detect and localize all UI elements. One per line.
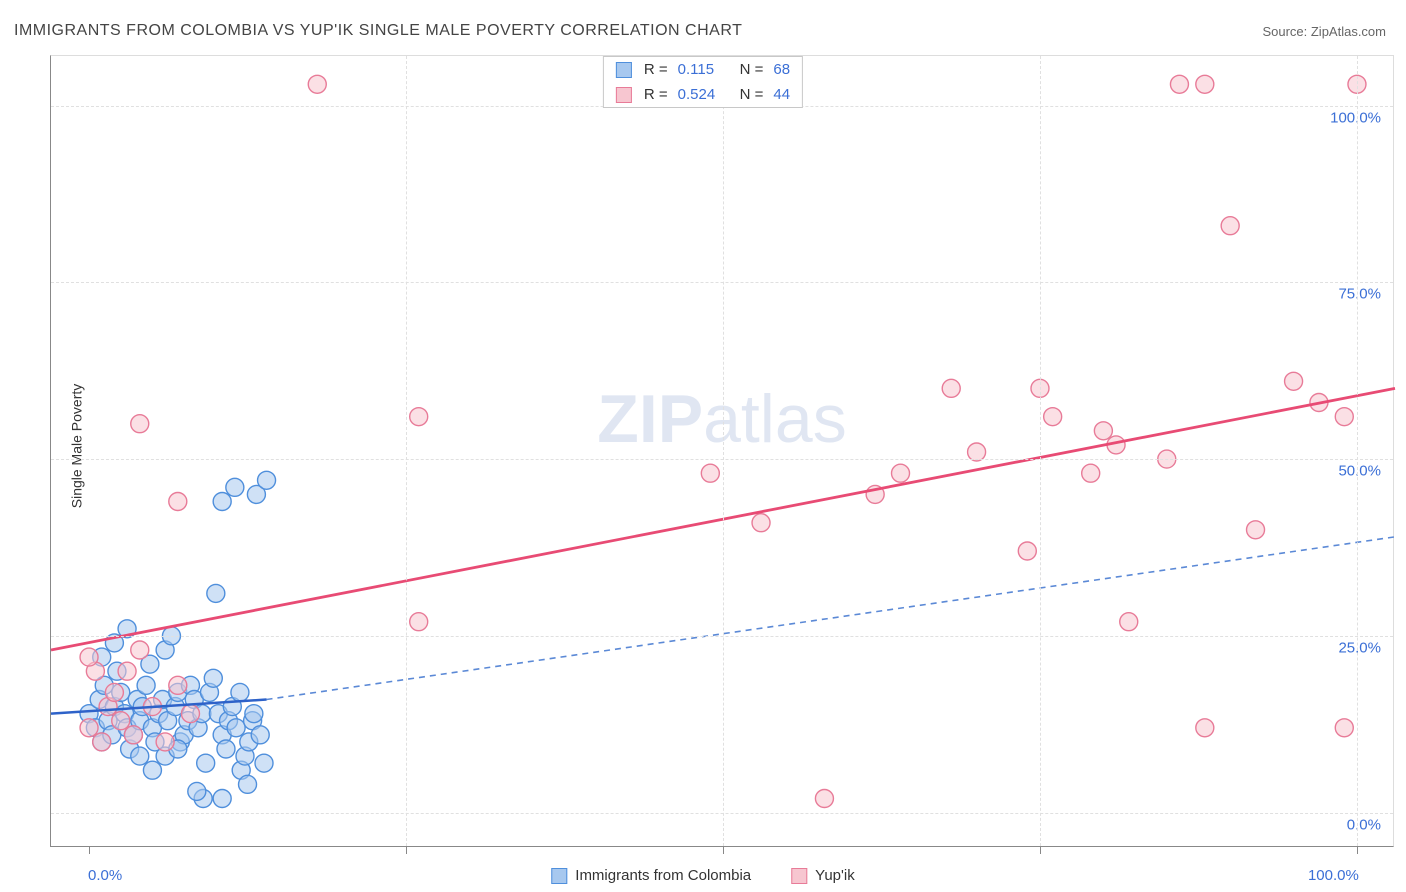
data-point — [245, 705, 263, 723]
gridline-v — [723, 56, 724, 846]
legend-r-value: 0.115 — [678, 61, 728, 78]
legend-n-value: 68 — [773, 61, 790, 78]
data-point — [1094, 422, 1112, 440]
data-point — [231, 683, 249, 701]
data-point — [1044, 408, 1062, 426]
data-point — [892, 464, 910, 482]
data-point — [1120, 613, 1138, 631]
legend-r-label: R = — [644, 61, 668, 78]
gridline-h — [51, 636, 1393, 637]
legend-stats: R = 0.115 N = 68 R = 0.524 N = 44 — [603, 56, 803, 108]
data-point — [1285, 372, 1303, 390]
data-point — [156, 733, 174, 751]
legend-series-item: Immigrants from Colombia — [551, 867, 751, 884]
legend-series-item: Yup'ik — [791, 867, 855, 884]
data-point — [181, 705, 199, 723]
data-point — [1221, 217, 1239, 235]
legend-n-label: N = — [740, 86, 764, 103]
data-point — [1247, 521, 1265, 539]
data-point — [131, 747, 149, 765]
data-point — [112, 712, 130, 730]
legend-swatch — [616, 62, 632, 78]
data-point — [1196, 719, 1214, 737]
y-tick-label: 0.0% — [1347, 816, 1381, 833]
data-point — [752, 514, 770, 532]
data-point — [239, 775, 257, 793]
y-tick-label: 100.0% — [1330, 109, 1381, 126]
data-point — [226, 478, 244, 496]
legend-n-label: N = — [740, 61, 764, 78]
data-point — [258, 471, 276, 489]
data-point — [1335, 408, 1353, 426]
data-point — [80, 719, 98, 737]
data-point — [131, 641, 149, 659]
data-point — [1018, 542, 1036, 560]
data-point — [105, 683, 123, 701]
x-tick — [89, 846, 90, 854]
source-prefix: Source: — [1262, 24, 1310, 39]
plot-area: ZIPatlas 0.0%25.0%50.0%75.0%100.0% — [50, 55, 1394, 847]
legend-series-label: Immigrants from Colombia — [575, 867, 751, 884]
data-point — [169, 676, 187, 694]
legend-stat-row: R = 0.524 N = 44 — [604, 82, 802, 107]
data-point — [80, 648, 98, 666]
data-point — [143, 761, 161, 779]
y-tick-label: 25.0% — [1338, 639, 1381, 656]
data-point — [1170, 75, 1188, 93]
data-point — [255, 754, 273, 772]
data-point — [1082, 464, 1100, 482]
data-point — [207, 584, 225, 602]
data-point — [197, 754, 215, 772]
data-point — [118, 662, 136, 680]
data-point — [188, 782, 206, 800]
data-point — [213, 493, 231, 511]
x-tick — [1357, 846, 1358, 854]
x-tick-label: 0.0% — [88, 867, 122, 884]
chart-title: IMMIGRANTS FROM COLOMBIA VS YUP'IK SINGL… — [14, 22, 742, 40]
x-tick — [723, 846, 724, 854]
legend-swatch — [551, 868, 567, 884]
gridline-v — [1357, 56, 1358, 846]
data-point — [410, 408, 428, 426]
data-point — [169, 493, 187, 511]
data-point — [227, 719, 245, 737]
data-point — [137, 676, 155, 694]
legend-n-value: 44 — [773, 86, 790, 103]
legend-swatch — [791, 868, 807, 884]
data-point — [213, 790, 231, 808]
legend-r-value: 0.524 — [678, 86, 728, 103]
legend-r-label: R = — [644, 86, 668, 103]
data-point — [217, 740, 235, 758]
data-point — [1335, 719, 1353, 737]
legend-swatch — [616, 87, 632, 103]
x-tick-label: 100.0% — [1308, 867, 1359, 884]
source-attribution: Source: ZipAtlas.com — [1262, 24, 1386, 39]
data-point — [815, 790, 833, 808]
x-tick — [406, 846, 407, 854]
data-point — [93, 733, 111, 751]
y-tick-label: 75.0% — [1338, 286, 1381, 303]
data-point — [1196, 75, 1214, 93]
data-point — [204, 669, 222, 687]
legend-series: Immigrants from Colombia Yup'ik — [551, 867, 854, 884]
gridline-h — [51, 813, 1393, 814]
data-point — [942, 379, 960, 397]
source-link[interactable]: ZipAtlas.com — [1311, 24, 1386, 39]
data-point — [124, 726, 142, 744]
plot-svg — [51, 56, 1393, 846]
data-point — [410, 613, 428, 631]
data-point — [701, 464, 719, 482]
gridline-v — [406, 56, 407, 846]
gridline-h — [51, 282, 1393, 283]
legend-stat-row: R = 0.115 N = 68 — [604, 57, 802, 82]
gridline-h — [51, 459, 1393, 460]
y-tick-label: 50.0% — [1338, 463, 1381, 480]
gridline-v — [1040, 56, 1041, 846]
data-point — [308, 75, 326, 93]
data-point — [251, 726, 269, 744]
legend-series-label: Yup'ik — [815, 867, 855, 884]
data-point — [131, 415, 149, 433]
trend-line-extrapolated — [267, 537, 1395, 700]
x-tick — [1040, 846, 1041, 854]
